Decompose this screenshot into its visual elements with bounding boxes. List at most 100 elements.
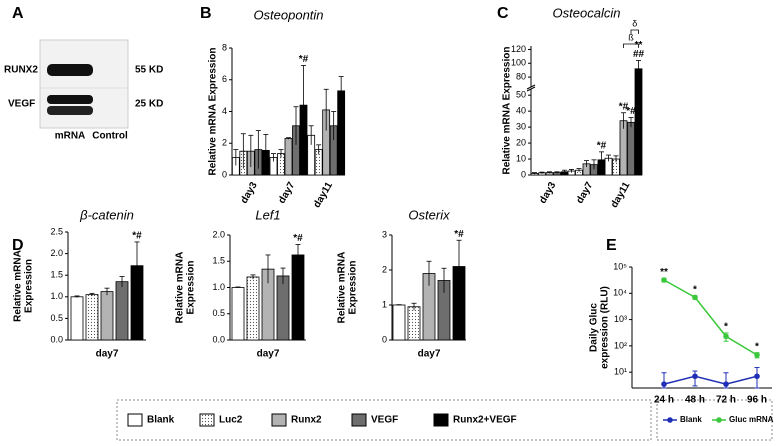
x-tick-label: day7 (574, 180, 595, 206)
legend-swatch (199, 413, 215, 427)
bar (634, 68, 643, 176)
point (723, 333, 729, 340)
x-tick-label: 96 h (747, 395, 767, 406)
y-tick-label: 0.0 (50, 334, 63, 344)
annotation: *# (626, 106, 636, 117)
y-tick-label: 1.5 (50, 270, 63, 280)
y-tick-label: 30 (516, 121, 526, 131)
y-tick-label: 10¹ (614, 367, 627, 377)
y-tick-label: 1 (382, 299, 387, 309)
x-tick-label: 24 h (654, 395, 674, 406)
panel-letter: E (606, 237, 617, 254)
line (663, 279, 758, 356)
legend-swatch (433, 413, 449, 427)
x-tick-label: 72 h (716, 395, 736, 406)
y-tick-label: 3 (382, 229, 387, 239)
y-tick-label: 40 (516, 106, 526, 116)
y-tick-label: 100 (511, 58, 526, 68)
blot-lane: mRNA (55, 131, 86, 142)
bar (392, 304, 406, 341)
y-tick-label: 0 (222, 169, 227, 179)
legend-label: Gluc mRNA (729, 415, 774, 424)
blot-size: 25 KD (135, 99, 163, 110)
legend-label: Runx2 (291, 415, 322, 426)
bar (115, 281, 129, 341)
legend-label: Luc2 (219, 415, 243, 426)
y-axis-label: Relative mRNA (175, 252, 186, 324)
bracket-label: δ (632, 18, 637, 28)
y-tick-label: 20 (516, 137, 526, 147)
legend-swatch (271, 413, 287, 427)
y-tick-label: 1.5 (212, 256, 225, 266)
bar (231, 287, 245, 341)
blot-row-label: VEGF (8, 99, 35, 110)
blot-band (47, 64, 93, 76)
bar (407, 306, 421, 341)
chart-title: Osterix (408, 207, 450, 222)
point (692, 373, 698, 380)
chart-title: Lef1 (255, 207, 280, 222)
y-tick-label: 10 (516, 153, 526, 163)
bracket (623, 43, 639, 48)
panel-letter: C (497, 5, 509, 22)
legend-swatch (127, 413, 143, 427)
y-axis-label: Daily Gluc (589, 303, 600, 352)
blot-band (47, 95, 93, 104)
y-tick-label: 50 (516, 90, 526, 100)
chart-title: Osteocalcin (553, 5, 621, 20)
bar (70, 296, 84, 341)
y-tick-label: 4 (222, 106, 227, 116)
legend-label: Blank (680, 415, 702, 424)
y-tick-label: 1.0 (212, 282, 225, 292)
x-tick-label: day7 (257, 349, 280, 360)
y-tick-label: 10³ (614, 314, 627, 324)
x-tick-label: day3 (239, 180, 260, 206)
y-tick-label: 2 (222, 138, 227, 148)
bar (85, 294, 99, 341)
bar (284, 138, 293, 176)
bracket (630, 29, 639, 34)
y-tick-label: 0.0 (212, 334, 225, 344)
y-tick-label: 2.0 (50, 248, 63, 258)
blot-size: 55 KD (135, 65, 163, 76)
legend-marker (667, 417, 673, 423)
x-tick-label: 48 h (685, 395, 705, 406)
bar (276, 275, 290, 341)
x-tick-label: day7 (276, 180, 297, 206)
blot-row-label: RUNX2 (4, 65, 38, 76)
legend-swatch (351, 413, 367, 427)
annotation: *# (132, 231, 142, 242)
x-tick-label: day7 (418, 349, 441, 360)
axis-break (526, 86, 536, 92)
y-axis-label: Expression (24, 259, 35, 313)
panel-letter: A (12, 5, 24, 22)
annotation: *# (293, 233, 303, 244)
chart-title: Osteopontin (253, 7, 323, 22)
y-axis-label: expression (RLU) (600, 286, 611, 369)
y-tick-label: 0.5 (50, 313, 63, 323)
axis-break (526, 84, 536, 90)
x-tick-label: day7 (96, 349, 119, 360)
y-tick-label: 10⁵ (613, 261, 627, 271)
bar (291, 254, 305, 341)
point (723, 381, 729, 387)
legend-label: Blank (147, 415, 175, 426)
bar (619, 120, 628, 176)
annotation: ** (660, 267, 668, 278)
y-tick-label: 10² (614, 340, 627, 350)
panel-letter: B (200, 5, 212, 22)
blot-lane: Control (92, 131, 128, 142)
blot-panel: A RUNX2 55 KD VEGF 25 KD mRNA Control (4, 5, 163, 141)
annotation: * (693, 284, 697, 295)
y-tick-label: 2.5 (50, 226, 63, 236)
bar (100, 291, 114, 341)
annotation: *# (299, 54, 309, 65)
annotation: *# (619, 101, 629, 112)
line (663, 375, 758, 385)
y-axis-label: Relative mRNA Expression (502, 46, 513, 174)
y-tick-label: 0 (382, 334, 387, 344)
bracket-label: ß (628, 32, 634, 42)
y-tick-label: 10⁴ (613, 288, 627, 298)
legend-box (116, 399, 652, 441)
